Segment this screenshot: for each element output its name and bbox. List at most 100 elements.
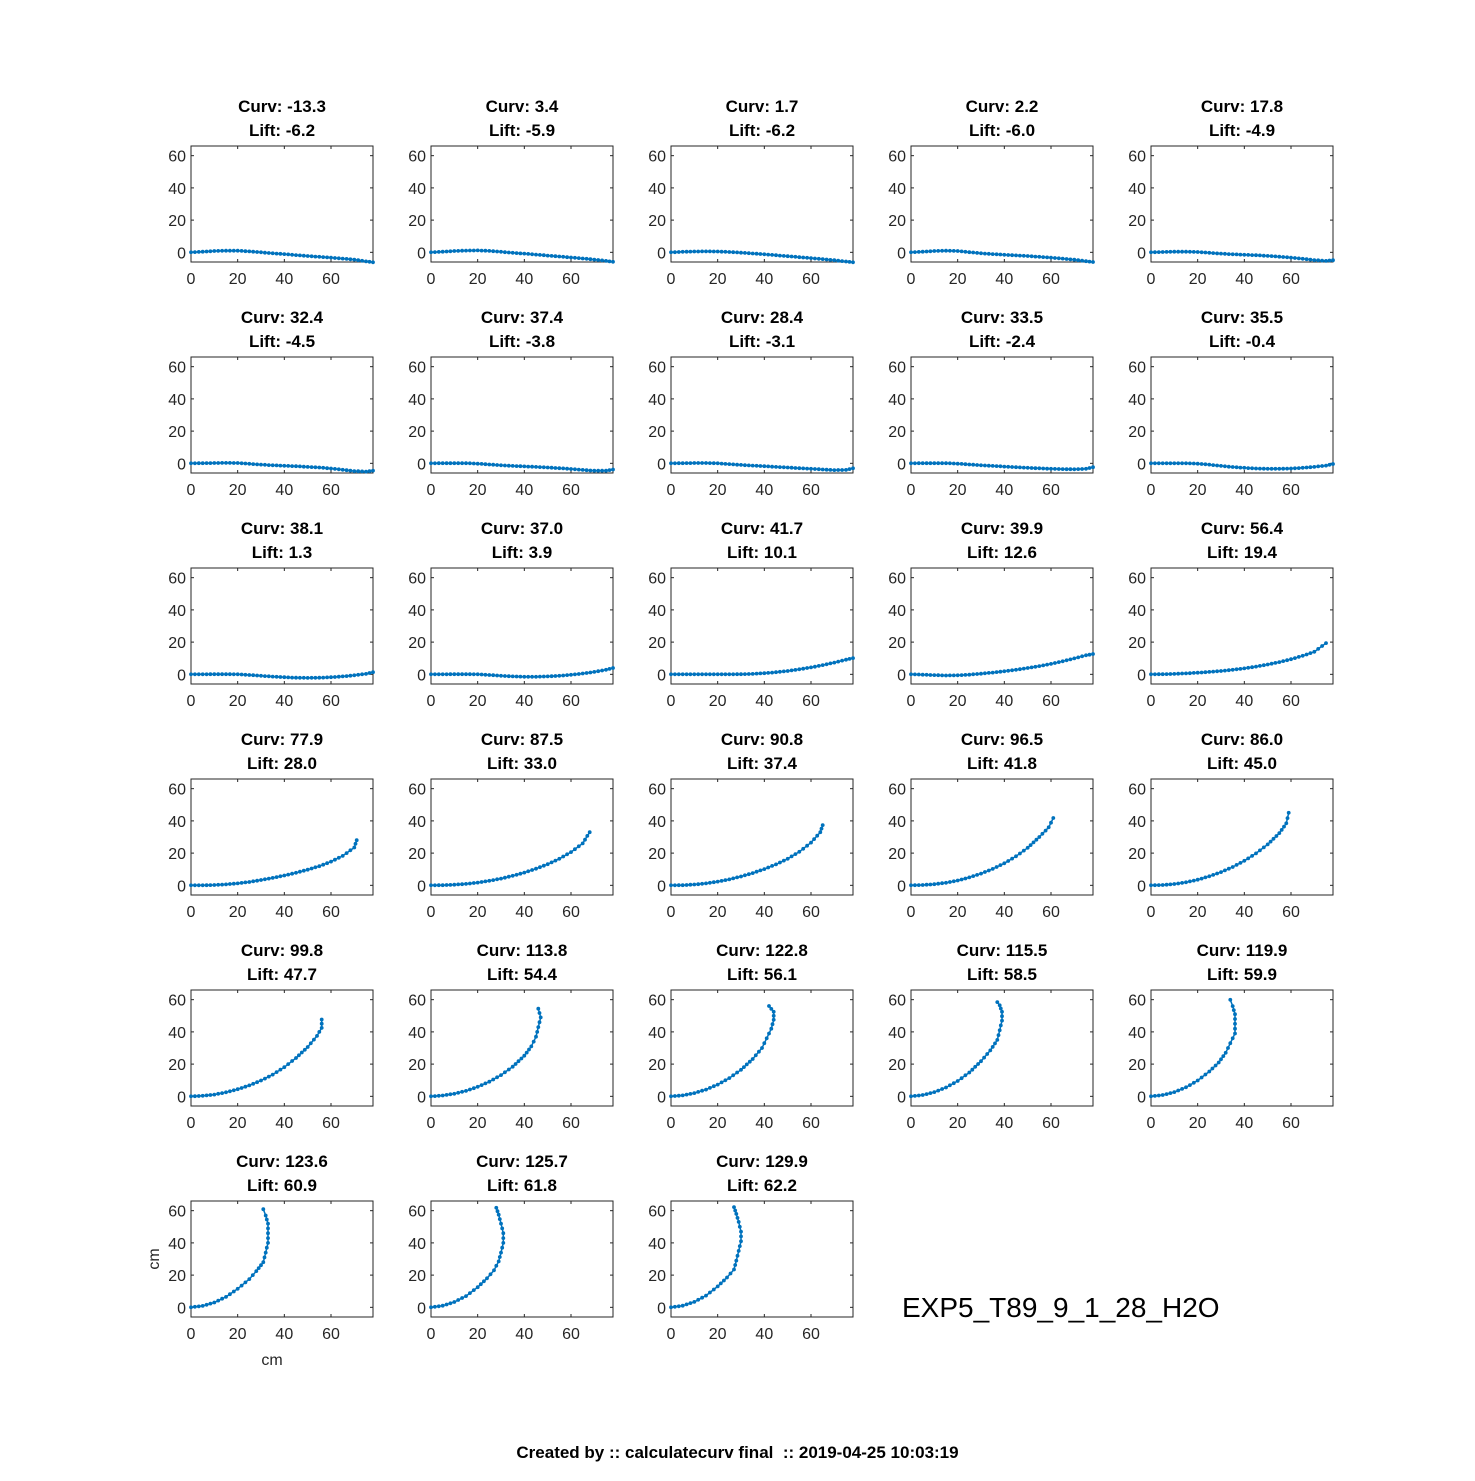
data-point [240,1086,244,1090]
data-point [1034,255,1038,259]
data-point [596,669,600,673]
x-tick-label: 40 [1235,904,1253,921]
data-point [480,880,484,884]
data-point [1157,250,1161,254]
data-point [738,1225,742,1229]
data-point [498,1255,502,1259]
y-tick-label: 0 [1137,667,1146,684]
panel-title-curv: Curv: 28.4 [721,308,804,327]
x-tick-label: 60 [1042,271,1060,288]
data-point [1072,258,1076,262]
data-point [255,463,259,467]
data-point [1053,467,1057,471]
data-point [720,672,724,676]
y-tick-label: 40 [888,181,906,198]
panel-title-lift: Lift: -6.2 [729,121,795,140]
data-point [991,1045,995,1049]
data-point [611,666,615,670]
data-point [669,672,673,676]
data-point [751,1057,755,1061]
axes-box [911,146,1093,262]
y-tick-label: 0 [1137,878,1146,895]
data-point [1061,659,1065,663]
data-point [479,1282,483,1286]
data-point [244,881,248,885]
data-point [832,661,836,665]
data-point [770,253,774,257]
data-point [716,250,720,254]
data-point [1006,669,1010,673]
data-point [495,463,499,467]
y-tick-label: 60 [168,571,186,588]
data-point [1165,250,1169,254]
data-point [967,250,971,254]
x-tick-label: 60 [1042,904,1060,921]
data-point [1061,467,1065,471]
data-point [1149,461,1153,465]
data-point [940,881,944,885]
data-point [999,1024,1003,1028]
data-point [263,463,267,467]
data-point [573,847,577,851]
data-point [979,672,983,676]
data-point [554,466,558,470]
data-point [1258,849,1262,853]
y-tick-label: 40 [168,392,186,409]
data-point [1188,880,1192,884]
panel-title-lift: Lift: 10.1 [727,543,797,562]
x-tick-label: 60 [1042,1115,1060,1132]
data-point [310,867,314,871]
data-point [704,1294,708,1298]
data-point [511,464,515,468]
data-point [1284,821,1288,825]
data-point [236,461,240,465]
data-point [995,252,999,256]
data-point [960,250,964,254]
data-point [240,673,244,677]
data-point [1277,660,1281,664]
data-point [464,1294,468,1298]
data-point [228,1292,232,1296]
data-point [212,461,216,465]
data-point [1091,465,1095,469]
data-point [604,668,608,672]
data-point [732,1205,736,1209]
data-point [205,1094,209,1098]
y-tick-label: 0 [897,667,906,684]
data-point [979,251,983,255]
data-point [449,461,453,465]
data-point [279,1068,283,1072]
data-point [1053,256,1057,260]
y-tick-label: 40 [408,814,426,831]
x-tick-label: 40 [1235,693,1253,710]
data-point [530,868,534,872]
data-point [608,667,612,671]
data-point [314,465,318,469]
data-point [497,1260,501,1264]
y-tick-label: 40 [168,181,186,198]
x-tick-label: 20 [709,693,727,710]
panel-title-curv: Curv: 129.9 [716,1152,808,1171]
y-tick-label: 40 [168,603,186,620]
data-point [925,1092,929,1096]
y-tick-label: 60 [408,360,426,377]
data-point [1270,662,1274,666]
data-point [209,1093,213,1097]
data-point [472,1288,476,1292]
data-point [801,847,805,851]
x-tick-label: 60 [1282,482,1300,499]
data-point [1207,1070,1211,1074]
data-point [251,250,255,254]
data-point [456,249,460,253]
data-point [1316,258,1320,262]
data-point [264,1214,268,1218]
data-point [321,676,325,680]
data-point [689,672,693,676]
data-point [320,1018,324,1022]
data-point [724,672,728,676]
data-point [499,250,503,254]
data-point [1057,467,1061,471]
data-point [1262,846,1266,850]
data-point [503,674,507,678]
